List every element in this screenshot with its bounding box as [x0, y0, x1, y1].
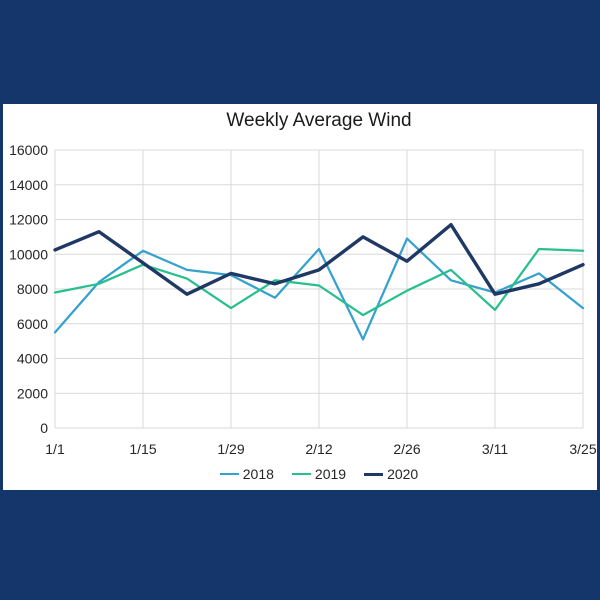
legend-item-2020: 2020	[364, 466, 418, 482]
legend-label-2020: 2020	[387, 466, 419, 482]
y-axis-label: 6000	[17, 316, 48, 332]
legend-item-2019: 2019	[291, 466, 347, 482]
y-axis-label: 0	[40, 420, 48, 436]
wind-line-chart: 0 2000 4000 6000 8000 10000 12000 14000 16000 1/1…	[9, 142, 597, 457]
y-axis-label: 14000	[9, 177, 48, 193]
x-axis-label: 2/12	[305, 441, 332, 457]
chart-legend: 2018 2019 2020	[55, 466, 583, 482]
series-line-2020	[53, 222, 585, 296]
y-axis-label: 4000	[17, 351, 48, 367]
x-axis-label: 3/25	[569, 441, 596, 457]
legend-swatch-2019	[291, 473, 311, 475]
legend-swatch-2018	[219, 473, 239, 475]
legend-label-2018: 2018	[242, 466, 274, 482]
legend-item-2018: 2018	[219, 466, 274, 482]
y-axis-label: 8000	[17, 281, 48, 297]
y-axis-label: 12000	[9, 212, 48, 228]
legend-swatch-2020	[364, 472, 384, 476]
x-axis-label: 3/11	[482, 441, 508, 457]
x-axis-label: 2/26	[393, 441, 420, 457]
x-axis-label: 1/1	[45, 441, 65, 457]
y-axis-label: 2000	[17, 385, 48, 401]
chart-title: Weekly Average Wind	[226, 110, 412, 131]
x-axis-label: 1/29	[217, 441, 244, 457]
legend-label-2019: 2019	[314, 466, 347, 482]
y-axis-label: 10000	[9, 246, 48, 262]
x-axis-label: 1/15	[129, 441, 156, 457]
y-axis-label: 16000	[9, 142, 48, 158]
chart-panel: Weekly Average Wind 0 2000 4000 6000 8000 100…	[3, 104, 597, 490]
